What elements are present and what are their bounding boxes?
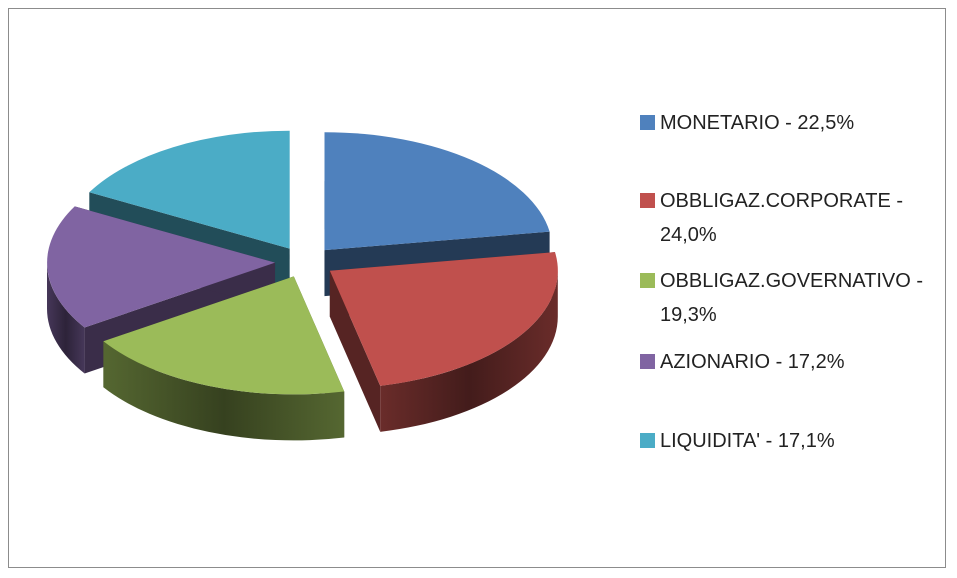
slice: [47, 206, 276, 328]
slice-side: [329, 270, 381, 432]
chart-frame: [8, 8, 946, 568]
legend-label: OBBLIGAZ.GOVERNATIVO - 19,3%: [660, 270, 924, 326]
slice-wall: [103, 341, 345, 441]
legend-label: LIQUIDITA' - 17,1%: [660, 430, 835, 452]
legend-entry: AZIONARIO - 17,2%: [640, 345, 945, 379]
slice: [103, 276, 345, 395]
legend-swatch: [640, 115, 655, 130]
legend-swatch: [640, 193, 655, 208]
legend-swatch: [640, 433, 655, 448]
slice: [89, 130, 290, 249]
legend-label: AZIONARIO - 17,2%: [660, 351, 845, 373]
legend-swatch: [640, 354, 655, 369]
slice-wall: [380, 270, 558, 432]
legend-label: MONETARIO - 22,5%: [660, 112, 855, 134]
legend-entry: OBBLIGAZ.GOVERNATIVO - 19,3%: [640, 264, 945, 332]
slice: [324, 132, 550, 251]
slice-wall: [47, 262, 85, 374]
legend-entry: OBBLIGAZ.CORPORATE - 24,0%: [640, 184, 945, 252]
slice: [329, 252, 558, 386]
legend-label: OBBLIGAZ.CORPORATE - 24,0%: [660, 190, 903, 246]
legend-entry: MONETARIO - 22,5%: [640, 106, 945, 140]
legend-swatch: [640, 273, 655, 288]
legend-entry: LIQUIDITA' - 17,1%: [640, 424, 945, 458]
